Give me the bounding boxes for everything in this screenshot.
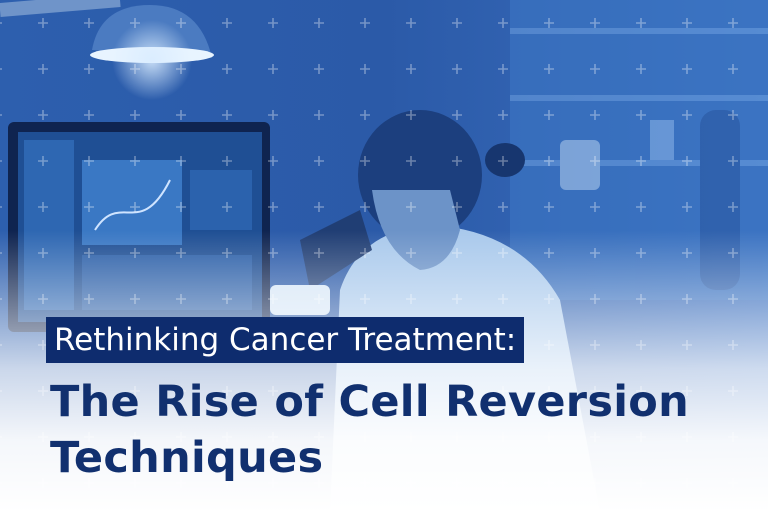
title-line: The Rise of Cell Reversion [50,377,690,427]
highlight-heading: Rethinking Cancer Treatment: [46,317,525,363]
title-line: Techniques [50,433,324,483]
